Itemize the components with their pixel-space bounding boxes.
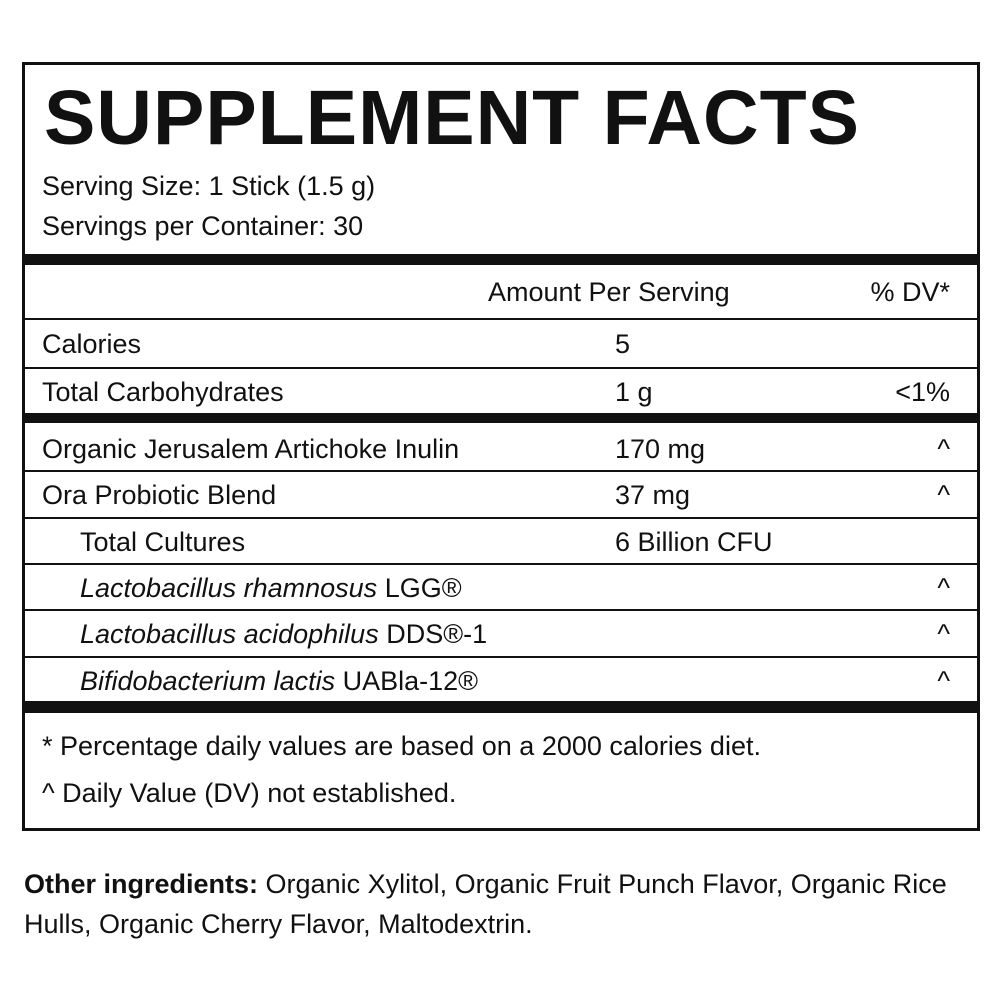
row-name: Lactobacillus rhamnosus LGG® bbox=[80, 572, 462, 603]
dv: ^ bbox=[937, 572, 950, 603]
row-name: Bifidobacterium lactis UABla-12® bbox=[80, 665, 479, 696]
rule bbox=[25, 609, 977, 612]
amount: 37 mg bbox=[615, 480, 691, 511]
other-ingredients-label: Other ingredients: bbox=[24, 869, 259, 899]
footnote: ^ Daily Value (DV) not established. bbox=[42, 778, 457, 808]
name: Calories bbox=[42, 329, 142, 359]
dv: ^ bbox=[937, 480, 950, 511]
name: DDS®-1 bbox=[386, 619, 488, 650]
dv: <1% bbox=[895, 376, 950, 407]
thick-rule bbox=[25, 413, 977, 423]
dv-header: % DV* bbox=[870, 277, 950, 307]
rule bbox=[25, 318, 977, 320]
latin-name: Bifidobacterium lactis bbox=[80, 665, 336, 696]
amount: 1 g bbox=[615, 376, 653, 407]
name: Total Cultures bbox=[80, 526, 246, 557]
facts-panel bbox=[22, 62, 980, 831]
amount-header: Amount Per Serving bbox=[488, 277, 730, 307]
name: Total Carbohydrates bbox=[42, 376, 284, 407]
dv: ^ bbox=[937, 619, 950, 650]
name: UABla-12® bbox=[342, 665, 479, 696]
rule bbox=[25, 655, 977, 658]
serving-size: Serving Size: 1 Stick (1.5 g) bbox=[42, 171, 376, 201]
row-name: Total Carbohydrates bbox=[42, 376, 284, 407]
other-ingredients-text: Organic Xylitol, Organic Fruit Punch Fla… bbox=[24, 869, 947, 939]
amount: 6 Billion CFU bbox=[615, 526, 773, 557]
row-name: Lactobacillus acidophilus DDS®-1 bbox=[80, 621, 487, 648]
servings-per-container: Servings per Container: 30 bbox=[42, 211, 364, 241]
dv: ^ bbox=[937, 434, 950, 464]
amount: 170 mg bbox=[615, 434, 706, 464]
footnote: * Percentage daily values are based on a… bbox=[42, 731, 761, 761]
rule bbox=[25, 516, 977, 519]
latin-name: Lactobacillus acidophilus bbox=[80, 619, 379, 650]
other-ingredients: Other ingredients: Organic Xylitol, Orga… bbox=[24, 864, 964, 944]
row-name: Calories bbox=[42, 331, 141, 358]
thick-rule bbox=[25, 254, 977, 265]
name: LGG® bbox=[384, 572, 462, 603]
rule bbox=[25, 470, 977, 473]
latin-name: Lactobacillus rhamnosus bbox=[80, 572, 378, 603]
row-name: Ora Probiotic Blend bbox=[42, 482, 276, 509]
row-name: Total Cultures bbox=[80, 526, 246, 557]
rule bbox=[25, 562, 977, 565]
rule bbox=[25, 366, 977, 369]
dv: ^ bbox=[937, 665, 950, 696]
name: Ora Probiotic Blend bbox=[42, 480, 277, 511]
row-name: Organic Jerusalem Artichoke Inulin bbox=[42, 436, 459, 463]
amount: 5 bbox=[615, 329, 631, 359]
name: Organic Jerusalem Artichoke Inulin bbox=[42, 434, 460, 464]
thick-rule bbox=[25, 700, 977, 713]
title: SUPPLEMENT FACTS bbox=[44, 75, 861, 161]
